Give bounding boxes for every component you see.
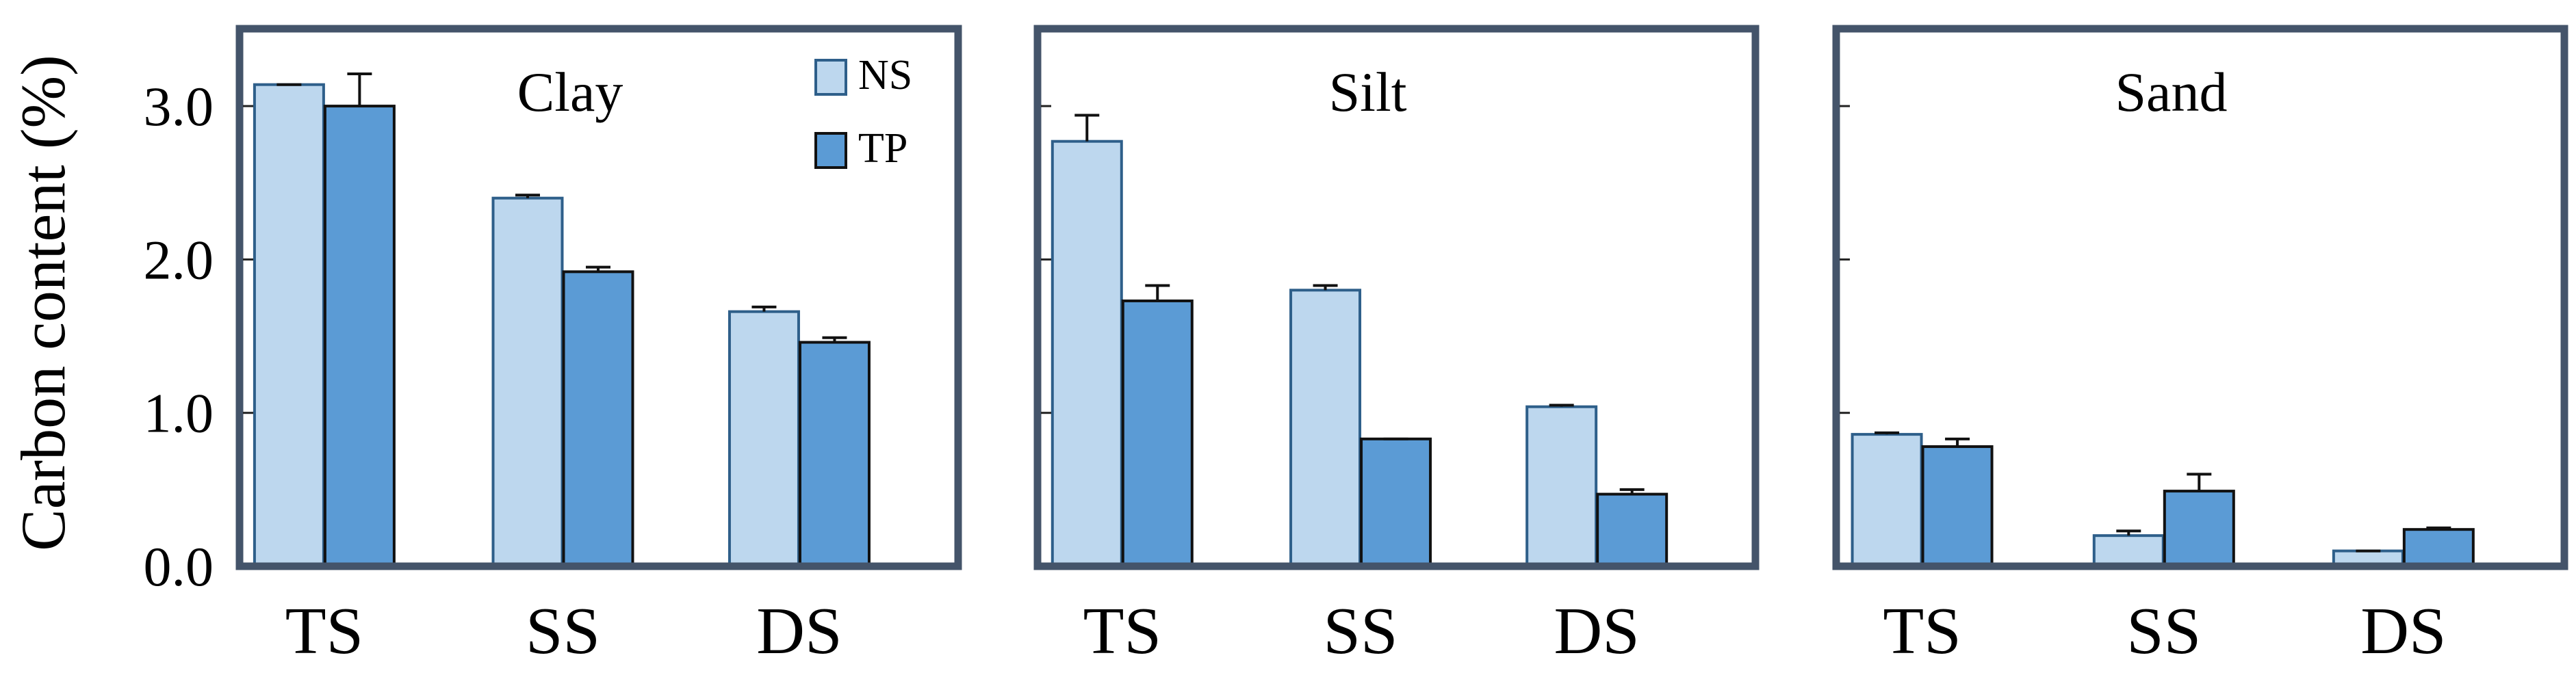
y-tick-label: 1.0 (144, 382, 214, 445)
bar-tp-ds (798, 341, 871, 568)
x-tick-label: SS (526, 594, 600, 668)
y-tick-label: 0.0 (144, 535, 214, 598)
y-tick-label: 3.0 (144, 75, 214, 137)
x-tick-label: TS (1883, 594, 1961, 668)
bar-tp-ss (562, 270, 634, 568)
bar-ns-ss (1289, 289, 1362, 568)
legend-label-tp: TP (858, 125, 907, 172)
bar-ns-ts (253, 83, 325, 568)
x-tick-label: SS (1324, 594, 1398, 668)
legend-swatch-ns (814, 59, 847, 96)
x-tick-label: DS (756, 594, 842, 668)
x-tick-label: DS (2360, 594, 2446, 668)
panel-sand: Sand TS SS DS (1832, 25, 2568, 668)
legend-label-ns: NS (858, 52, 912, 98)
bar-ns-ts (1051, 140, 1123, 568)
panel-silt: Silt TS SS DS (1033, 25, 1760, 668)
x-tick-label: TS (1083, 594, 1161, 668)
panel-title: Silt (1329, 61, 1407, 123)
bar-tp-ss (1360, 437, 1432, 568)
bar-ns-ds (1525, 405, 1598, 568)
bar-tp-ts (1921, 445, 1994, 568)
bar-tp-ds (2402, 528, 2475, 568)
panel-frame (1832, 25, 2568, 570)
legend-swatch-tp (814, 132, 847, 169)
panel-frame (235, 25, 962, 570)
legend: NS TP (814, 52, 912, 172)
panel-clay: Clay TS SS DS (235, 25, 962, 668)
x-tick-label: SS (2126, 594, 2201, 668)
bar-ns-ts (1851, 433, 1923, 568)
panel-title: Sand (2115, 61, 2227, 123)
x-tick-label: DS (1554, 594, 1640, 668)
bar-ns-ss (491, 196, 564, 568)
panel-frame (1033, 25, 1760, 570)
bar-tp-ss (2163, 490, 2235, 568)
bar-tp-ds (1596, 492, 1669, 568)
bar-ns-ss (2092, 534, 2165, 568)
bar-tp-ts (323, 105, 396, 568)
panel-title: Clay (517, 61, 623, 123)
bar-ns-ds (727, 310, 800, 568)
bar-tp-ts (1121, 299, 1194, 568)
x-tick-label: TS (285, 594, 363, 668)
chart-layer: Carbon content (%) 0.0 1.0 2.0 3.0 Clay TS SS DS… (8, 25, 2568, 668)
y-tick-label: 2.0 (144, 228, 214, 291)
y-axis-label: Carbon content (%) (8, 55, 78, 551)
